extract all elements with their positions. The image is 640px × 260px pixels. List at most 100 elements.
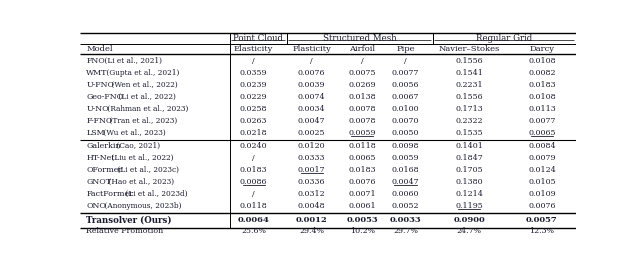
Text: Relative Promotion: Relative Promotion <box>86 228 163 235</box>
Text: 0.0033: 0.0033 <box>390 216 421 224</box>
Text: 0.0071: 0.0071 <box>348 190 376 198</box>
Text: 0.0218: 0.0218 <box>240 129 268 137</box>
Text: U-FNO: U-FNO <box>86 81 114 89</box>
Text: FNO: FNO <box>86 57 105 65</box>
Text: (Anonymous, 2023b): (Anonymous, 2023b) <box>102 202 182 210</box>
Text: (Gupta et al., 2021): (Gupta et al., 2021) <box>104 69 179 77</box>
Text: 0.0078: 0.0078 <box>348 105 376 113</box>
Text: 0.0109: 0.0109 <box>528 190 556 198</box>
Text: 0.0056: 0.0056 <box>392 81 419 89</box>
Text: 0.0229: 0.0229 <box>240 93 268 101</box>
Text: 0.0012: 0.0012 <box>296 216 328 224</box>
Text: /: / <box>252 190 255 198</box>
Text: 0.0059: 0.0059 <box>348 129 376 137</box>
Text: 0.0052: 0.0052 <box>392 202 419 210</box>
Text: 0.2231: 0.2231 <box>455 81 483 89</box>
Text: HT-Net: HT-Net <box>86 154 115 162</box>
Text: Airfoil: Airfoil <box>349 45 375 53</box>
Text: 0.0076: 0.0076 <box>528 202 556 210</box>
Text: Galerkin: Galerkin <box>86 142 121 150</box>
Text: Geo-FNO: Geo-FNO <box>86 93 124 101</box>
Text: 0.0120: 0.0120 <box>298 142 326 150</box>
Text: 0.0077: 0.0077 <box>392 69 419 77</box>
Text: 0.0017: 0.0017 <box>298 166 326 174</box>
Text: 0.1541: 0.1541 <box>455 69 483 77</box>
Text: 0.0086: 0.0086 <box>240 178 268 186</box>
Text: 0.1556: 0.1556 <box>455 93 483 101</box>
Text: 0.1535: 0.1535 <box>455 129 483 137</box>
Text: 0.0258: 0.0258 <box>240 105 268 113</box>
Text: Transolver (Ours): Transolver (Ours) <box>86 216 172 225</box>
Text: 0.0064: 0.0064 <box>237 216 269 224</box>
Text: WMT: WMT <box>86 69 108 77</box>
Text: 0.1705: 0.1705 <box>455 166 483 174</box>
Text: (Li et al., 2022): (Li et al., 2022) <box>116 93 175 101</box>
Text: 0.0061: 0.0061 <box>348 202 376 210</box>
Text: /: / <box>310 57 313 65</box>
Text: 0.1713: 0.1713 <box>455 105 483 113</box>
Text: 12.3%: 12.3% <box>529 228 554 235</box>
Text: 0.0065: 0.0065 <box>348 154 376 162</box>
Text: 0.1556: 0.1556 <box>455 57 483 65</box>
Text: 0.0047: 0.0047 <box>298 117 326 125</box>
Text: Regular Grid: Regular Grid <box>476 34 532 43</box>
Text: 0.1401: 0.1401 <box>455 142 483 150</box>
Text: 0.0060: 0.0060 <box>392 190 419 198</box>
Text: 0.0113: 0.0113 <box>528 105 556 113</box>
Text: 0.0900: 0.0900 <box>453 216 485 224</box>
Text: 0.1195: 0.1195 <box>455 202 483 210</box>
Text: Plasticity: Plasticity <box>292 45 331 53</box>
Text: 0.0138: 0.0138 <box>348 93 376 101</box>
Text: (Li et al., 2021): (Li et al., 2021) <box>102 57 161 65</box>
Text: 0.0057: 0.0057 <box>526 216 558 224</box>
Text: 0.0076: 0.0076 <box>348 178 376 186</box>
Text: 0.0312: 0.0312 <box>298 190 326 198</box>
Text: 0.0118: 0.0118 <box>240 202 268 210</box>
Text: 0.0124: 0.0124 <box>528 166 556 174</box>
Text: (Hao et al., 2023): (Hao et al., 2023) <box>106 178 175 186</box>
Text: 0.0240: 0.0240 <box>240 142 268 150</box>
Text: 0.1380: 0.1380 <box>455 178 483 186</box>
Text: 0.0333: 0.0333 <box>298 154 326 162</box>
Text: 0.0039: 0.0039 <box>298 81 326 89</box>
Text: (Liu et al., 2022): (Liu et al., 2022) <box>109 154 173 162</box>
Text: 0.0336: 0.0336 <box>298 178 326 186</box>
Text: 0.0183: 0.0183 <box>348 166 376 174</box>
Text: OFormer: OFormer <box>86 166 122 174</box>
Text: 0.0105: 0.0105 <box>528 178 556 186</box>
Text: 0.0239: 0.0239 <box>240 81 268 89</box>
Text: (Tran et al., 2023): (Tran et al., 2023) <box>108 117 178 125</box>
Text: Model: Model <box>86 45 113 53</box>
Text: Elasticity: Elasticity <box>234 45 273 53</box>
Text: 0.0053: 0.0053 <box>346 216 378 224</box>
Text: (Li et al., 2023d): (Li et al., 2023d) <box>124 190 188 198</box>
Text: 29.4%: 29.4% <box>300 228 324 235</box>
Text: FactFormer: FactFormer <box>86 190 133 198</box>
Text: ONO: ONO <box>86 202 106 210</box>
Text: (Cao, 2021): (Cao, 2021) <box>114 142 160 150</box>
Text: U-NO: U-NO <box>86 105 109 113</box>
Text: Structured Mesh: Structured Mesh <box>323 34 397 43</box>
Text: 0.0034: 0.0034 <box>298 105 326 113</box>
Text: 24.7%: 24.7% <box>456 228 481 235</box>
Text: 0.0077: 0.0077 <box>528 117 556 125</box>
Text: 0.1214: 0.1214 <box>455 190 483 198</box>
Text: 0.0118: 0.0118 <box>348 142 376 150</box>
Text: 0.1847: 0.1847 <box>455 154 483 162</box>
Text: 0.0070: 0.0070 <box>392 117 419 125</box>
Text: (Wen et al., 2022): (Wen et al., 2022) <box>109 81 177 89</box>
Text: 0.0048: 0.0048 <box>298 202 326 210</box>
Text: 0.2322: 0.2322 <box>455 117 483 125</box>
Text: 29.7%: 29.7% <box>393 228 418 235</box>
Text: Navier–Stokes: Navier–Stokes <box>438 45 500 53</box>
Text: 0.0108: 0.0108 <box>528 57 556 65</box>
Text: 25.6%: 25.6% <box>241 228 266 235</box>
Text: 0.0075: 0.0075 <box>348 69 376 77</box>
Text: /: / <box>404 57 407 65</box>
Text: 10.2%: 10.2% <box>349 228 374 235</box>
Text: 0.0067: 0.0067 <box>392 93 419 101</box>
Text: 0.0269: 0.0269 <box>348 81 376 89</box>
Text: 0.0025: 0.0025 <box>298 129 326 137</box>
Text: 0.0108: 0.0108 <box>528 93 556 101</box>
Text: Darcy: Darcy <box>529 45 554 53</box>
